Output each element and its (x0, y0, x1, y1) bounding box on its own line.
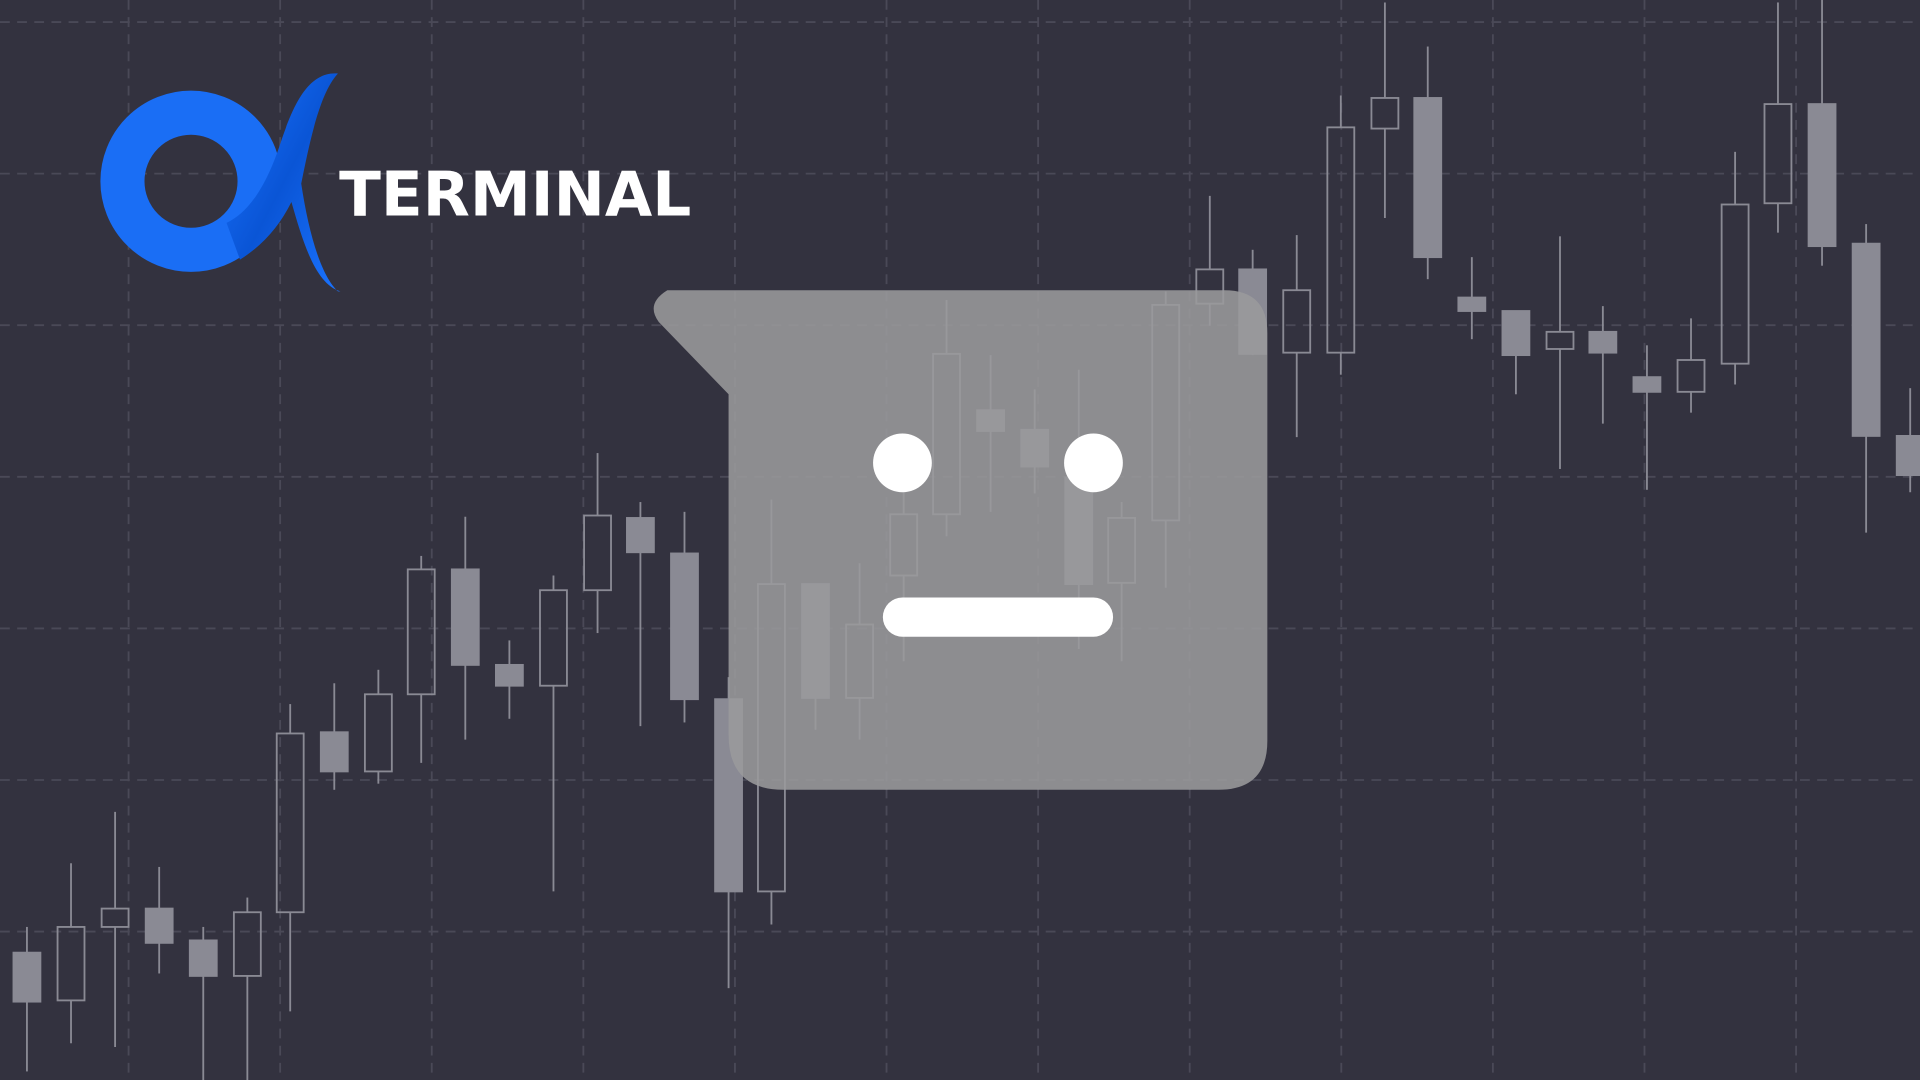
candle-body (539, 589, 568, 687)
logo-tail (226, 73, 341, 292)
candle-body (1413, 97, 1443, 259)
eye (1064, 433, 1123, 493)
candle-body (1763, 103, 1793, 205)
candle-body (626, 517, 655, 554)
candle-body (1676, 359, 1706, 393)
candle-body (232, 911, 262, 977)
candle-body (1282, 289, 1312, 354)
logo: TERMINAL (100, 73, 691, 292)
candle-body (12, 951, 42, 1003)
candle-body (1807, 103, 1837, 248)
candle-body (319, 731, 349, 773)
candle-body (1370, 97, 1400, 130)
candle-body (1501, 310, 1531, 357)
candle-body (406, 568, 436, 696)
candle-body (363, 693, 393, 773)
bubble (653, 290, 1268, 790)
mouth (882, 597, 1114, 637)
speech-bubble (653, 290, 1268, 790)
candle-body (56, 926, 86, 1002)
candle-body (188, 939, 218, 977)
candle-body (583, 514, 612, 592)
candle-body (1457, 296, 1487, 312)
logo-text: TERMINAL (339, 160, 691, 231)
candle-body (1851, 242, 1881, 437)
candle-body (1632, 376, 1662, 393)
candle-body (1588, 330, 1618, 354)
logo-ring (100, 90, 282, 272)
candle-body (495, 663, 524, 687)
candle-body (1895, 435, 1920, 477)
candle-body (450, 568, 480, 666)
candle-body (670, 552, 699, 701)
candle-body (100, 907, 130, 928)
candle-body (144, 907, 174, 944)
candle-body (1545, 330, 1575, 350)
candle-body (1720, 203, 1750, 365)
candle-body (1326, 126, 1356, 354)
candle-body (275, 732, 305, 914)
eye (873, 433, 932, 493)
